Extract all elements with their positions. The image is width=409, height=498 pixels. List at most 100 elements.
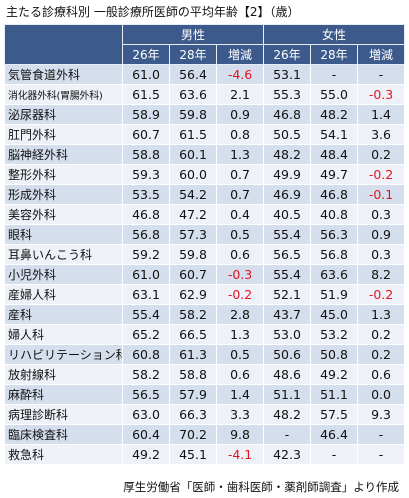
specialty-name: 眼科 <box>4 224 123 245</box>
table-cell: 0.6 <box>215 364 265 385</box>
specialty-name: 臨床検査科 <box>4 424 123 445</box>
specialty-name: 麻酔科 <box>4 384 123 405</box>
specialty-name: 泌尿器科 <box>4 104 123 125</box>
specialty-name: 気管食道外科 <box>4 64 123 85</box>
table-cell: 56.4 <box>169 64 217 85</box>
table-cell: 3.6 <box>357 124 406 145</box>
col-header: 増減 <box>215 44 265 65</box>
table-row: 病理診断科 63.0 66.3 3.3 48.2 57.5 9.3 <box>4 404 406 425</box>
table-cell: 9.3 <box>357 404 406 425</box>
table-cell: 55.4 <box>122 304 170 325</box>
table-cell: 1.4 <box>357 104 406 125</box>
table-cell: 54.1 <box>310 124 359 145</box>
table-cell: 1.3 <box>215 324 265 345</box>
table-cell: 56.5 <box>122 384 170 405</box>
table-cell: 1.3 <box>215 144 265 165</box>
group-header-row: 男性 女性 <box>4 24 406 65</box>
table-cell: -0.3 <box>215 264 265 285</box>
table-cell: 61.3 <box>169 344 217 365</box>
table-cell: 61.0 <box>122 64 170 85</box>
table-cell: 56.3 <box>310 224 359 245</box>
table-cell: -0.2 <box>357 164 406 185</box>
table-cell: 0.9 <box>215 104 265 125</box>
table-cell: 43.7 <box>263 304 312 325</box>
table-cell: -0.3 <box>357 84 406 105</box>
table-cell: 50.8 <box>310 344 359 365</box>
table-cell: 3.3 <box>215 404 265 425</box>
table-cell: 63.0 <box>122 404 170 425</box>
specialty-name: リハビリテーション科 <box>4 344 123 365</box>
table-cell: 58.2 <box>169 304 217 325</box>
table-cell: 1.3 <box>357 304 406 325</box>
table-cell: -0.2 <box>357 284 406 305</box>
specialty-name: 消化器外科(胃腸外科) <box>4 84 123 105</box>
table-row: 脳神経外科 58.8 60.1 1.3 48.2 48.4 0.2 <box>4 144 406 165</box>
table-cell: 51.1 <box>263 384 312 405</box>
table-cell: 45.1 <box>169 444 217 465</box>
table-cell: 57.3 <box>169 224 217 245</box>
table-cell: 52.1 <box>263 284 312 305</box>
table-cell: 46.9 <box>263 184 312 205</box>
table-cell: 0.3 <box>357 204 406 225</box>
table-cell: 59.8 <box>169 244 217 265</box>
table-cell: 60.7 <box>169 264 217 285</box>
table-row: 婦人科 65.2 66.5 1.3 53.0 53.2 0.2 <box>4 324 406 345</box>
table-cell: 55.4 <box>263 224 312 245</box>
table-cell: 48.2 <box>310 104 359 125</box>
specialty-name: 脳神経外科 <box>4 144 123 165</box>
table-cell: - <box>357 444 406 465</box>
table-cell: 63.1 <box>122 284 170 305</box>
table-cell: 0.5 <box>215 224 265 245</box>
table-cell: 60.8 <box>122 344 170 365</box>
specialty-name: 産婦人科 <box>4 284 123 305</box>
table-cell: 48.2 <box>263 144 312 165</box>
table-cell: 58.8 <box>169 364 217 385</box>
group-header-male: 男性 <box>121 24 265 45</box>
table-cell: 60.7 <box>122 124 170 145</box>
group-header-female: 女性 <box>263 24 406 45</box>
col-header: 28年 <box>310 44 359 65</box>
specialty-name: 婦人科 <box>4 324 123 345</box>
table-row: 形成外科 53.5 54.2 0.7 46.9 46.8 -0.1 <box>4 184 406 205</box>
table-cell: 48.4 <box>310 144 359 165</box>
table-cell: 0.6 <box>357 364 406 385</box>
table-cell: 53.1 <box>263 64 312 85</box>
table-cell: 42.3 <box>263 444 312 465</box>
table-cell: 57.5 <box>310 404 359 425</box>
table-cell: 61.5 <box>122 84 170 105</box>
table-row: 耳鼻いんこう科 59.2 59.8 0.6 56.5 56.8 0.3 <box>4 244 406 265</box>
specialty-name: 放射線科 <box>4 364 123 385</box>
table-cell: -0.2 <box>215 284 265 305</box>
specialty-name: 救急科 <box>4 444 123 465</box>
table-cell: 47.2 <box>169 204 217 225</box>
table-cell: 0.2 <box>357 344 406 365</box>
table-row: 小児外科 61.0 60.7 -0.3 55.4 63.6 8.2 <box>4 264 406 285</box>
table-cell: 56.8 <box>310 244 359 265</box>
table-cell: 63.6 <box>310 264 359 285</box>
table-cell: 0.6 <box>215 244 265 265</box>
table-cell: 49.2 <box>122 444 170 465</box>
table-cell: 50.5 <box>263 124 312 145</box>
table-cell: 0.0 <box>357 384 406 405</box>
table-cell: 49.2 <box>310 364 359 385</box>
table-cell: 61.5 <box>169 124 217 145</box>
table-cell: 57.9 <box>169 384 217 405</box>
table-cell: 46.8 <box>310 184 359 205</box>
table-cell: 2.1 <box>215 84 265 105</box>
table-cell: - <box>263 424 312 445</box>
col-header: 26年 <box>122 44 170 65</box>
table-cell: 51.9 <box>310 284 359 305</box>
table-cell: 49.7 <box>310 164 359 185</box>
table-row: リハビリテーション科 60.8 61.3 0.5 50.6 50.8 0.2 <box>4 344 406 365</box>
table-cell: 46.4 <box>310 424 359 445</box>
table-cell: 54.2 <box>169 184 217 205</box>
table-cell: 55.0 <box>310 84 359 105</box>
table-cell: 2.8 <box>215 304 265 325</box>
table-cell: 70.2 <box>169 424 217 445</box>
table-row: 麻酔科 56.5 57.9 1.4 51.1 51.1 0.0 <box>4 384 406 405</box>
table-cell: 53.2 <box>310 324 359 345</box>
table-cell: 48.6 <box>263 364 312 385</box>
specialty-name: 病理診断科 <box>4 404 123 425</box>
table-cell: 60.0 <box>169 164 217 185</box>
table-cell: 0.9 <box>357 224 406 245</box>
